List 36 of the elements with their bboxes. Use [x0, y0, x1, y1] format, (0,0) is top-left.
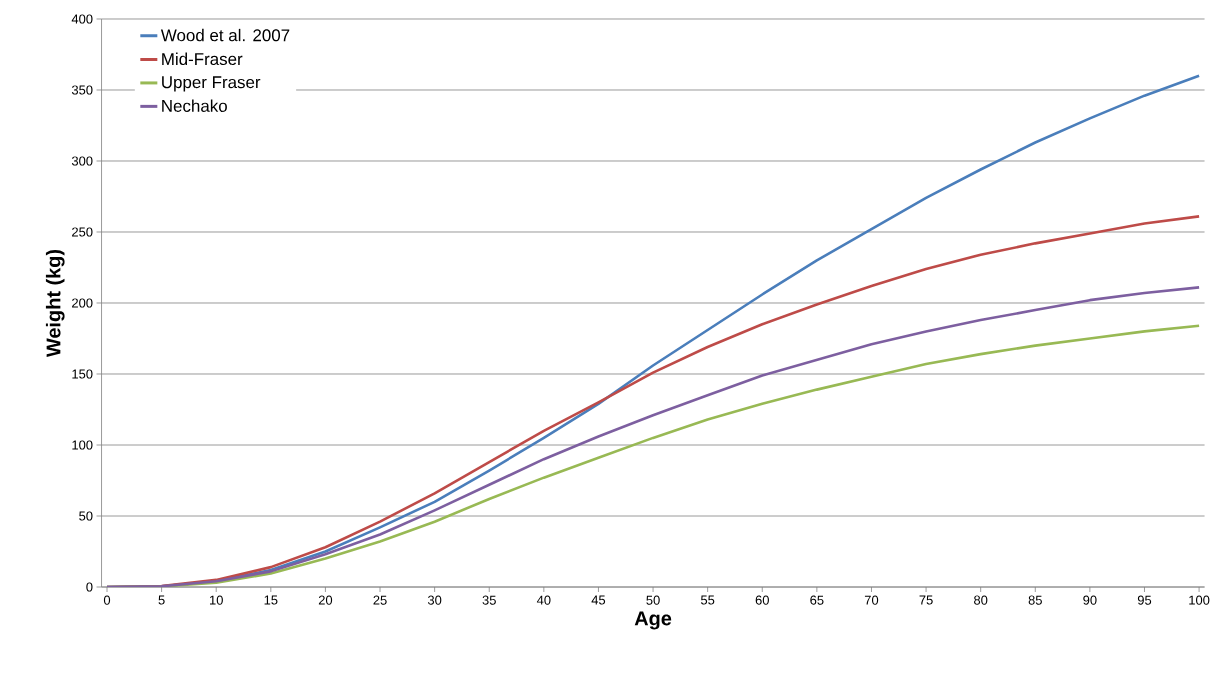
x-tick-label: 80: [974, 595, 988, 605]
legend-label: Mid-Fraser: [162, 52, 243, 66]
x-tick-label: 100: [1189, 595, 1210, 605]
x-tick-label: 35: [482, 595, 496, 605]
y-tick-label: 50: [79, 511, 93, 521]
x-tick-label: 10: [209, 595, 223, 605]
x-tick-label: 65: [810, 595, 824, 605]
y-tick-label: 150: [72, 369, 93, 379]
x-tick-label: 75: [919, 595, 933, 605]
legend-label: Nechako: [162, 99, 227, 112]
y-axis-title: Weight (kg): [45, 249, 65, 358]
y-tick-label: 300: [71, 156, 93, 166]
y-tick-label: 350: [71, 85, 93, 95]
y-tick-label: 200: [72, 298, 93, 308]
x-tick-label: 90: [1083, 595, 1097, 605]
y-tick-label: 400: [71, 14, 93, 24]
legend-label: Upper Fraser: [162, 76, 261, 92]
x-tick-label: 70: [864, 595, 879, 605]
y-tick-label: 100: [72, 440, 93, 450]
x-tick-label: 20: [318, 595, 333, 605]
x-tick-label: 40: [536, 595, 551, 605]
x-tick-label: 5: [158, 595, 165, 605]
y-tick-label: 0: [86, 582, 93, 592]
x-tick-label: 30: [427, 595, 442, 605]
x-tick-label: 55: [700, 595, 715, 605]
x-tick-label: 95: [1137, 595, 1152, 605]
x-tick-label: 15: [264, 595, 278, 605]
x-axis-title: Age: [634, 611, 672, 630]
x-tick-label: 0: [103, 595, 111, 605]
x-tick-label: 50: [646, 595, 660, 605]
x-tick-label: 45: [591, 595, 606, 605]
x-tick-label: 85: [1028, 595, 1042, 605]
x-tick-label: 25: [373, 595, 387, 605]
y-tick-label: 250: [72, 227, 93, 237]
legend-label: Wood et al. 2007: [160, 28, 290, 42]
x-tick-label: 60: [755, 595, 769, 605]
